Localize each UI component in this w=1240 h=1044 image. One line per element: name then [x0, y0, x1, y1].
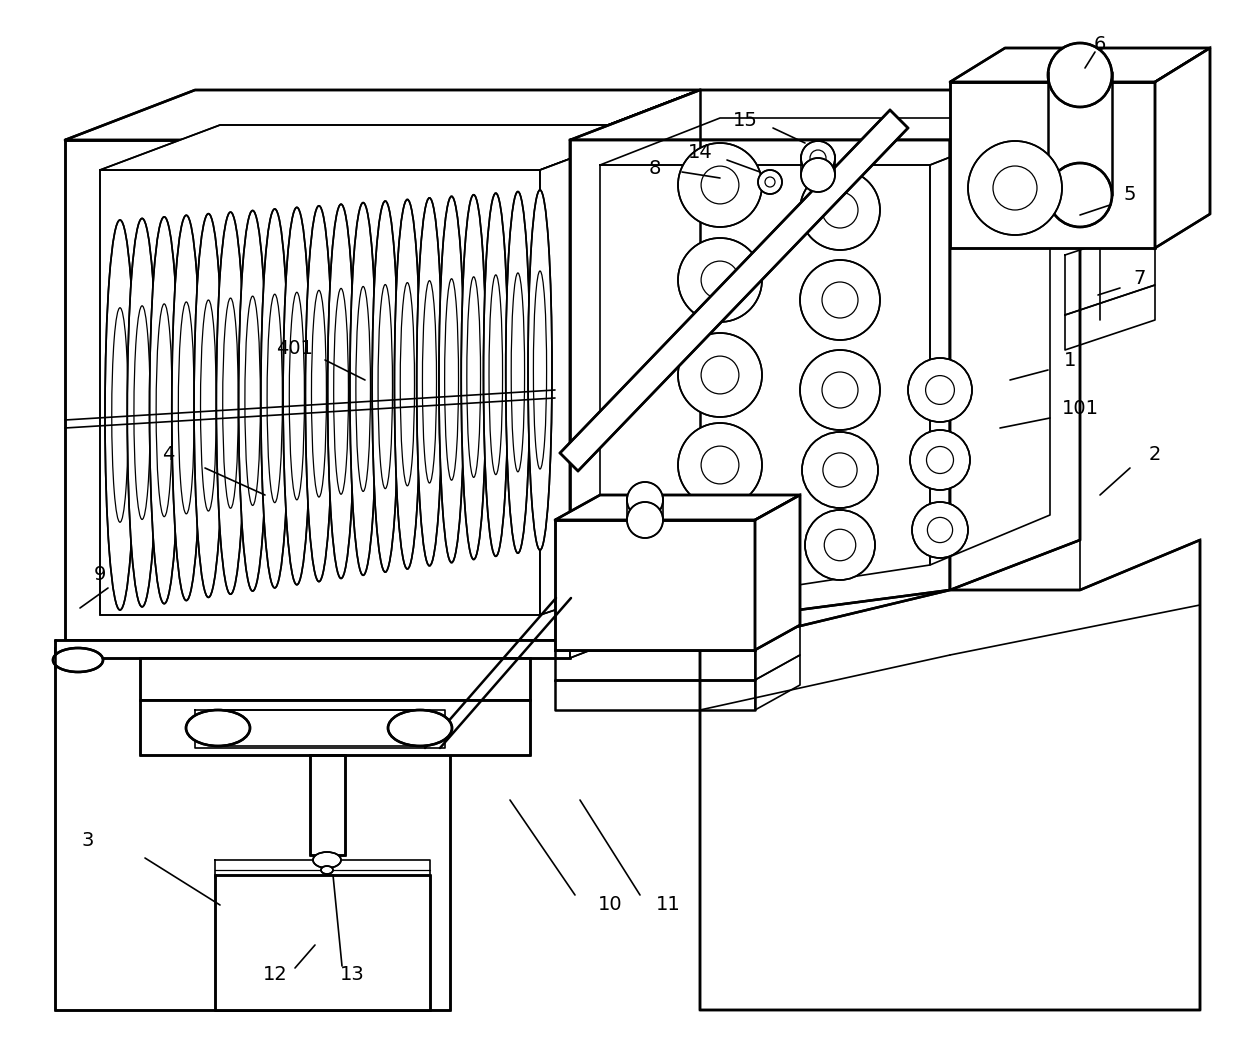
Ellipse shape [627, 482, 663, 518]
Ellipse shape [312, 852, 341, 868]
Ellipse shape [801, 141, 835, 175]
Text: 14: 14 [688, 142, 712, 162]
Ellipse shape [394, 199, 420, 569]
Ellipse shape [193, 214, 223, 597]
Text: 8: 8 [649, 159, 661, 177]
Ellipse shape [186, 710, 250, 746]
Polygon shape [100, 125, 660, 170]
Ellipse shape [758, 170, 782, 194]
Polygon shape [55, 640, 570, 658]
Text: 7: 7 [1133, 268, 1146, 287]
Text: 2: 2 [1148, 446, 1161, 465]
Ellipse shape [372, 201, 398, 572]
Ellipse shape [528, 190, 552, 550]
Polygon shape [556, 495, 800, 520]
Ellipse shape [350, 203, 377, 575]
Ellipse shape [260, 209, 289, 588]
Text: 10: 10 [598, 896, 622, 915]
Polygon shape [570, 590, 701, 658]
Polygon shape [539, 125, 660, 615]
Ellipse shape [283, 208, 310, 585]
Text: 1: 1 [1064, 351, 1076, 370]
Text: 5: 5 [1123, 186, 1136, 205]
Polygon shape [140, 658, 529, 699]
Ellipse shape [801, 158, 835, 192]
Text: 12: 12 [263, 966, 288, 984]
Ellipse shape [968, 141, 1061, 235]
Ellipse shape [910, 430, 970, 490]
Ellipse shape [678, 143, 763, 227]
Ellipse shape [439, 196, 464, 563]
Text: 3: 3 [82, 830, 94, 850]
Polygon shape [950, 48, 1210, 82]
Polygon shape [64, 90, 701, 140]
Ellipse shape [908, 358, 972, 422]
Ellipse shape [105, 220, 135, 610]
Text: 6: 6 [1094, 35, 1106, 54]
Polygon shape [701, 540, 1200, 1010]
Polygon shape [64, 140, 570, 640]
Polygon shape [950, 90, 1080, 590]
Ellipse shape [327, 205, 355, 578]
Ellipse shape [172, 215, 201, 600]
Ellipse shape [911, 502, 968, 557]
Text: 11: 11 [656, 896, 681, 915]
Ellipse shape [800, 170, 880, 250]
Text: 13: 13 [340, 966, 365, 984]
Ellipse shape [128, 218, 157, 607]
Polygon shape [100, 170, 539, 615]
Text: 401: 401 [277, 338, 314, 357]
Ellipse shape [417, 198, 443, 566]
Polygon shape [1154, 48, 1210, 248]
Polygon shape [55, 648, 450, 1010]
Polygon shape [755, 495, 800, 650]
Ellipse shape [800, 260, 880, 340]
Ellipse shape [1048, 43, 1112, 106]
Ellipse shape [682, 507, 758, 583]
Ellipse shape [461, 195, 486, 560]
Ellipse shape [388, 710, 453, 746]
Polygon shape [215, 875, 430, 1010]
Ellipse shape [506, 192, 529, 553]
Polygon shape [140, 699, 529, 755]
Ellipse shape [1048, 163, 1112, 227]
Text: 4: 4 [161, 446, 174, 465]
Polygon shape [950, 82, 1154, 248]
Ellipse shape [805, 511, 875, 580]
Polygon shape [570, 90, 701, 640]
Ellipse shape [627, 502, 663, 538]
Ellipse shape [678, 238, 763, 322]
Polygon shape [570, 140, 950, 640]
Ellipse shape [678, 423, 763, 507]
Ellipse shape [238, 211, 267, 591]
Polygon shape [570, 90, 1080, 140]
Ellipse shape [305, 206, 332, 582]
Text: 9: 9 [94, 566, 107, 585]
Polygon shape [560, 110, 908, 471]
Ellipse shape [321, 867, 334, 874]
Text: 101: 101 [1061, 399, 1099, 418]
Ellipse shape [678, 333, 763, 417]
Polygon shape [310, 755, 345, 855]
Ellipse shape [216, 212, 244, 594]
Ellipse shape [150, 217, 179, 603]
Ellipse shape [53, 648, 103, 672]
Ellipse shape [802, 432, 878, 508]
Text: 15: 15 [733, 111, 758, 129]
Ellipse shape [800, 350, 880, 430]
Polygon shape [556, 520, 755, 650]
Ellipse shape [484, 193, 508, 556]
